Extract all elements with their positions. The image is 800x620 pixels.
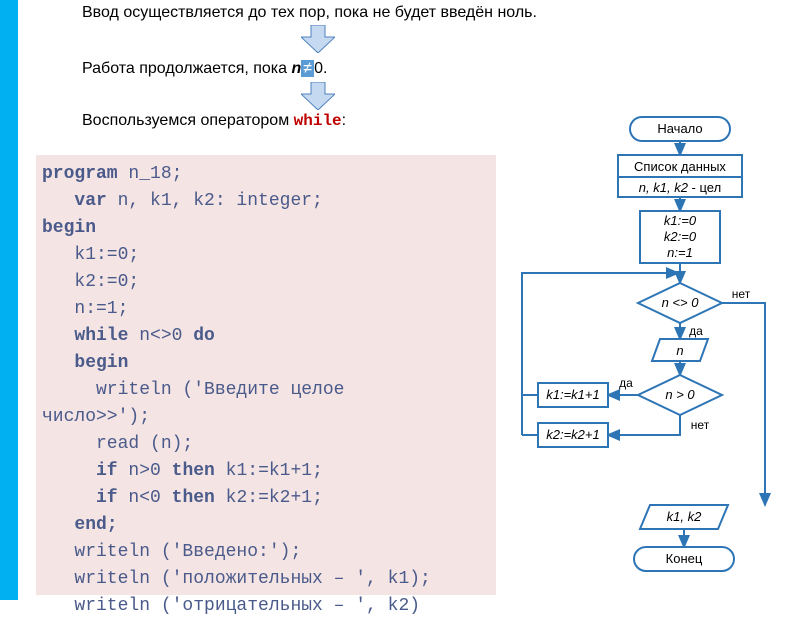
flow-data-header-label: Список данных xyxy=(634,159,726,174)
line2-post: 0. xyxy=(314,60,327,77)
flow-init3: n:=1 xyxy=(667,245,693,260)
code-t: n_18; xyxy=(118,164,183,184)
flow-data-sub-label: n, k1, k2 - цел xyxy=(639,180,721,195)
code-t: k2:=k2+1; xyxy=(215,488,323,508)
kw-begin: begin xyxy=(42,353,128,373)
flow-cond1-label: n <> 0 xyxy=(662,295,700,310)
code-t: n>0 xyxy=(118,461,172,481)
flow-cond2-label: n > 0 xyxy=(665,387,695,402)
code-t: writeln ('Введите целое xyxy=(42,380,344,400)
kw-if: if xyxy=(42,461,118,481)
flow-input-label: n xyxy=(676,343,683,358)
code-t: k1:=0; xyxy=(42,245,139,265)
code-t: writeln ('положительных – ', k1); xyxy=(42,569,431,589)
flow-init1: k1:=0 xyxy=(664,213,697,228)
down-arrow-icon xyxy=(301,82,335,110)
code-t: k2:=0; xyxy=(42,272,139,292)
code-t: writeln ('отрицательных – ', k2) xyxy=(42,596,420,616)
kw-while: while xyxy=(42,326,128,346)
flow-init2: k2:=0 xyxy=(664,229,697,244)
kw-then: then xyxy=(172,461,215,481)
flow-end-label: Конец xyxy=(666,551,703,566)
kw-if: if xyxy=(42,488,118,508)
explanation-text: Ввод осуществляется до тех пор, пока не … xyxy=(82,4,582,130)
kw-begin: begin xyxy=(42,218,96,238)
code-listing: program n_18; var n, k1, k2: integer; be… xyxy=(36,155,496,595)
flowchart: Начало Список данных n, k1, k2 - цел k1:… xyxy=(500,115,800,600)
code-t: n<>0 xyxy=(128,326,193,346)
code-t: n, k1, k2: integer; xyxy=(107,191,323,211)
text-line-2: Работа продолжается, пока n≠0. xyxy=(82,60,582,78)
flow-yes-label: да xyxy=(689,324,703,338)
code-t: read (n); xyxy=(42,434,193,454)
not-equal-icon: ≠ xyxy=(301,60,314,77)
slide-accent-bar xyxy=(0,0,18,600)
text-line-1: Ввод осуществляется до тех пор, пока не … xyxy=(82,4,582,22)
kw-end: end; xyxy=(42,515,118,535)
kw-then: then xyxy=(172,488,215,508)
kw-var: var xyxy=(42,191,107,211)
flow-inc2-label: k2:=k2+1 xyxy=(546,427,600,442)
kw-program: program xyxy=(42,164,118,184)
code-t: число>>'); xyxy=(42,407,150,427)
code-t: n:=1; xyxy=(42,299,128,319)
flow-yes-label-2: да xyxy=(619,376,633,390)
kw-do: do xyxy=(193,326,215,346)
code-t: writeln ('Введено:'); xyxy=(42,542,301,562)
flow-no-label-2: нет xyxy=(691,418,710,432)
code-t: n<0 xyxy=(118,488,172,508)
line2-pre: Работа продолжается, пока xyxy=(82,60,292,77)
flow-no-label: нет xyxy=(732,287,751,301)
code-t: k1:=k1+1; xyxy=(215,461,323,481)
while-keyword: while xyxy=(294,112,342,130)
line2-var: n xyxy=(292,60,302,77)
down-arrow-icon xyxy=(301,25,335,53)
flow-start-label: Начало xyxy=(657,121,702,136)
flow-output-label: k1, k2 xyxy=(667,509,702,524)
line3-pre: Воспользуемся оператором xyxy=(82,112,294,129)
flow-inc1-label: k1:=k1+1 xyxy=(546,387,600,402)
line3-post: : xyxy=(342,112,346,129)
